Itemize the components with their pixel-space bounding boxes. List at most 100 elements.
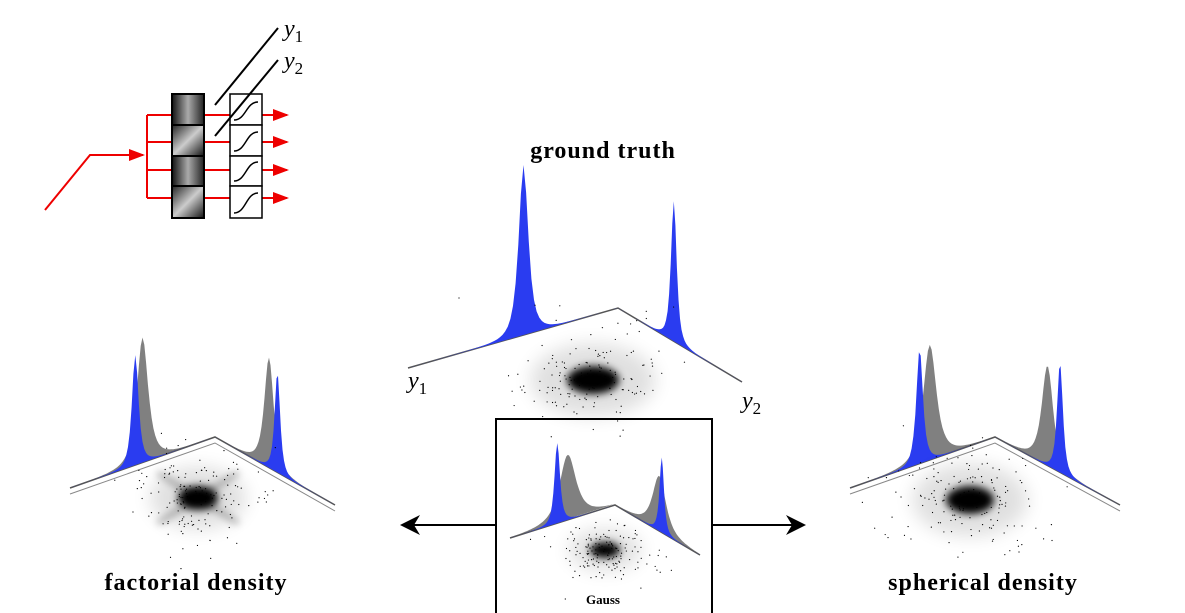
scatter-dot [597, 383, 598, 384]
scatter-dot [209, 525, 210, 526]
scatter-dot [904, 535, 905, 536]
scatter-dot [205, 523, 206, 524]
scatter-dot [599, 367, 600, 368]
scatter-dot [666, 556, 667, 557]
output-label: y2 [282, 48, 303, 78]
scatter-dot [180, 497, 181, 498]
scatter-dot [1005, 486, 1006, 487]
scatter-dot [201, 470, 202, 471]
scatter-dot [204, 519, 205, 520]
scatter-dot [596, 533, 597, 534]
scatter-dot [558, 388, 559, 389]
scatter-dot [984, 513, 985, 514]
scatter-dot [590, 382, 591, 383]
scatter-dot [264, 498, 265, 499]
scatter-dot [630, 323, 631, 324]
scatter-dot [627, 333, 628, 334]
scatter-dot [562, 361, 563, 362]
scatter-dot [618, 550, 619, 551]
panel-title: spherical density [888, 570, 1078, 596]
scatter-dot [161, 433, 162, 434]
scatter-dot [608, 544, 609, 545]
scatter-dot [898, 470, 899, 471]
scatter-dot [603, 352, 604, 353]
scatter-dot [166, 448, 167, 449]
scatter-dot [623, 574, 624, 575]
scatter-dot [948, 483, 949, 484]
scatter-dot [620, 536, 621, 537]
scatter-dot [574, 571, 575, 572]
scatter-dot [585, 561, 586, 562]
scatter-dot [938, 522, 939, 523]
scatter-dot [952, 509, 953, 510]
scatter-dot [982, 482, 983, 483]
scatter-dot [223, 494, 224, 495]
scatter-dot [273, 490, 274, 491]
scatter-dot [943, 511, 944, 512]
scatter-dot [1021, 482, 1022, 483]
scatter-dot [595, 522, 596, 523]
scatter-dot [610, 519, 611, 520]
scatter-dot [636, 320, 637, 321]
scatter-dot [183, 501, 184, 502]
axis-label: y2 [740, 388, 761, 418]
scatter-dot [970, 477, 971, 478]
scatter-dot [644, 393, 645, 394]
scatter-dot [673, 306, 674, 307]
scatter-core [946, 486, 994, 514]
scatter-dot [574, 368, 575, 369]
scatter-dot [185, 439, 186, 440]
scatter-dot [950, 506, 951, 507]
scatter-dot [555, 387, 556, 388]
scatter-dot [955, 519, 956, 520]
scatter-dot [579, 553, 580, 554]
scatter-dot [944, 495, 945, 496]
scatter-dot [556, 366, 557, 367]
scatter-dot [574, 379, 575, 380]
panel-title: ground truth [530, 138, 676, 164]
scatter-dot [943, 531, 944, 532]
subscript: 2 [295, 59, 304, 78]
scatter-dot [992, 482, 993, 483]
scatter-dot [179, 521, 180, 522]
scatter-dot [972, 447, 973, 448]
scatter-dot [165, 469, 166, 470]
scatter-dot [919, 467, 920, 468]
scatter-dot [206, 493, 207, 494]
scatter-dot [570, 353, 571, 354]
scatter-dot [544, 536, 545, 537]
plots [70, 165, 1120, 600]
scatter-dot [616, 566, 617, 567]
scatter-dot [230, 514, 231, 515]
scatter-dot [542, 416, 543, 417]
scatter-dot [926, 478, 927, 479]
scatter-dot [936, 503, 937, 504]
scatter-dot [575, 348, 576, 349]
scatter-dot [211, 505, 212, 506]
scatter-dot [607, 555, 608, 556]
scatter-dot [617, 323, 618, 324]
scatter-dot [620, 412, 621, 413]
scatter-dot [1017, 540, 1018, 541]
scatter-dot [628, 390, 629, 391]
scatter-dot [991, 479, 992, 480]
scatter-dot [213, 471, 214, 472]
scatter-dot [993, 525, 994, 526]
scatter-dot [577, 543, 578, 544]
scatter-dot [635, 530, 636, 531]
scatter-dot [213, 495, 214, 496]
scatter-dot [587, 362, 588, 363]
scatter-dot [885, 534, 886, 535]
scatter-dot [602, 327, 603, 328]
scatter-dot [565, 598, 566, 599]
scatter-dot [959, 506, 960, 507]
scatter-dot [539, 381, 540, 382]
scatter-dot [180, 484, 181, 485]
scatter-dot [227, 485, 228, 486]
scatter-dot [164, 477, 165, 478]
scatter-dot [146, 476, 147, 477]
scatter-dot [1051, 540, 1052, 541]
scatter-dot [615, 399, 616, 400]
scatter-dot [556, 320, 557, 321]
scatter-dot [138, 470, 139, 471]
